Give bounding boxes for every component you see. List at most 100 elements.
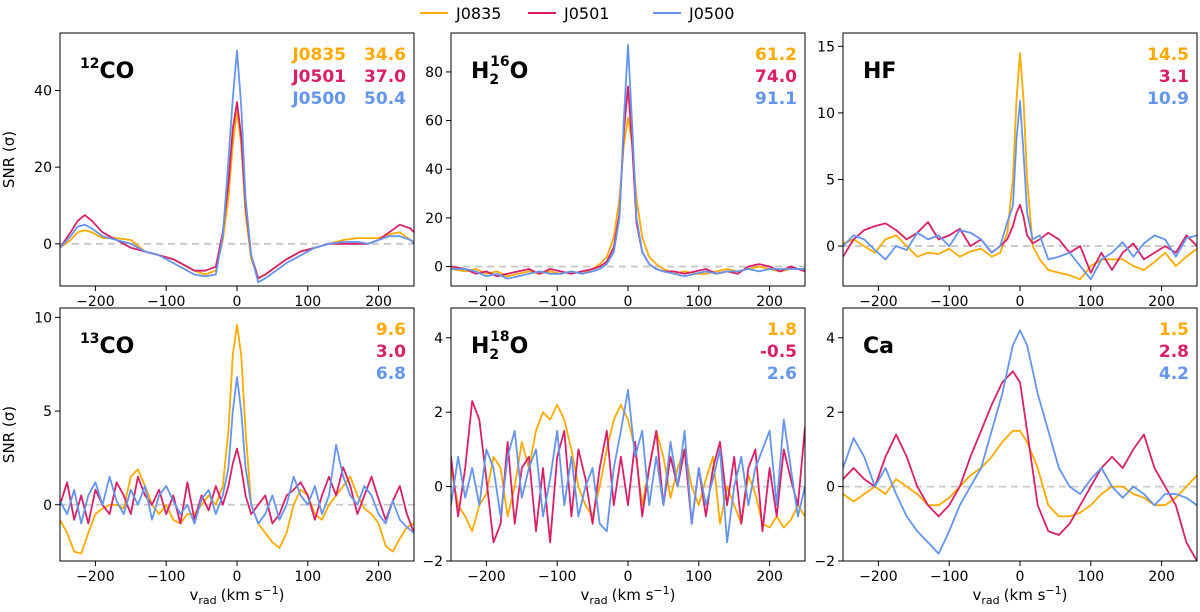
y-tick-label: −2 bbox=[814, 554, 835, 570]
y-tick-label: 0 bbox=[43, 498, 52, 514]
y-tick-label: 4 bbox=[826, 331, 835, 347]
series-group bbox=[843, 52, 1197, 281]
series-line-j0501 bbox=[843, 203, 1197, 274]
peak-name-j0500: J0500 bbox=[291, 89, 346, 109]
series-line-j0501 bbox=[60, 447, 414, 534]
peak-value-j0835: 61.2 bbox=[755, 45, 797, 65]
series-line-j0501 bbox=[843, 370, 1197, 561]
x-tick-label: 0 bbox=[624, 294, 633, 310]
x-tick-label: −100 bbox=[538, 569, 576, 585]
legend-label-j0835: J0835 bbox=[455, 4, 501, 23]
x-tick-label: 0 bbox=[233, 569, 242, 585]
peak-value-j0500: 91.1 bbox=[755, 89, 797, 109]
x-tick-label: 100 bbox=[1077, 294, 1104, 310]
y-tick-label: 80 bbox=[425, 65, 443, 81]
series-group bbox=[843, 329, 1197, 561]
y-tick-label: 10 bbox=[34, 310, 52, 326]
peak-value-j0500: 6.8 bbox=[376, 364, 406, 384]
species-label: 12CO bbox=[80, 56, 134, 84]
y-tick-label: 15 bbox=[817, 39, 835, 55]
species-label: HF bbox=[863, 59, 896, 84]
y-tick-label: 0 bbox=[434, 260, 443, 276]
x-axis-label: vrad (km s−1) bbox=[190, 584, 285, 607]
peak-name-j0501: J0501 bbox=[291, 67, 346, 87]
series-line-j0835 bbox=[451, 116, 805, 278]
series-line-j0501 bbox=[60, 101, 414, 280]
peak-value-j0835: 1.5 bbox=[1159, 320, 1189, 340]
x-tick-label: 100 bbox=[294, 294, 321, 310]
panel-h2o16: −200 −100 0 100 200 0 20 40 60 80 H216O 61.274.091.… bbox=[425, 32, 806, 310]
x-tick-label: −100 bbox=[538, 294, 576, 310]
x-tick-label: 0 bbox=[233, 294, 242, 310]
series-line-j0835 bbox=[451, 403, 805, 533]
series-group bbox=[451, 44, 805, 280]
y-tick-label: 20 bbox=[425, 211, 443, 227]
species-label: H216O bbox=[471, 54, 528, 88]
y-tick-label: 40 bbox=[34, 84, 52, 100]
legend-entry-j0835: J0835 bbox=[420, 4, 501, 23]
x-tick-label: 0 bbox=[624, 569, 633, 585]
x-tick-label: −200 bbox=[859, 294, 897, 310]
y-tick-label: 10 bbox=[817, 106, 835, 122]
species-label: 13CO bbox=[80, 331, 134, 359]
peak-value-j0501: -0.5 bbox=[760, 342, 797, 362]
series-line-j0500 bbox=[451, 388, 805, 544]
series-line-j0500 bbox=[60, 376, 414, 534]
peak-value-j0501: 3.1 bbox=[1159, 67, 1189, 87]
x-tick-label: 200 bbox=[1148, 569, 1175, 585]
x-tick-label: 100 bbox=[1077, 569, 1104, 585]
legend-entry-j0500: J0500 bbox=[653, 4, 734, 23]
x-tick-label: −200 bbox=[859, 569, 897, 585]
legend-label-j0501: J0501 bbox=[563, 4, 609, 23]
y-tick-label: 40 bbox=[425, 162, 443, 178]
x-tick-label: −200 bbox=[467, 569, 505, 585]
peak-value-j0500: 4.2 bbox=[1159, 364, 1189, 384]
y-tick-label: 0 bbox=[434, 480, 443, 496]
x-axis-label: vrad (km s−1) bbox=[581, 584, 676, 607]
peak-value-j0835: 9.6 bbox=[376, 320, 406, 340]
peak-value-j0500: 2.6 bbox=[767, 364, 797, 384]
x-tick-label: 200 bbox=[1148, 294, 1175, 310]
x-tick-label: −100 bbox=[147, 294, 185, 310]
y-tick-label: 20 bbox=[34, 160, 52, 176]
series-line-j0835 bbox=[60, 323, 414, 555]
x-tick-label: 100 bbox=[294, 569, 321, 585]
series-line-j0501 bbox=[451, 85, 805, 278]
x-tick-label: 200 bbox=[756, 569, 783, 585]
x-tick-label: 100 bbox=[685, 569, 712, 585]
x-tick-label: −200 bbox=[76, 294, 114, 310]
series-line-j0500 bbox=[60, 49, 414, 284]
x-tick-label: −100 bbox=[930, 569, 968, 585]
species-label: Ca bbox=[863, 334, 894, 359]
series-line-j0835 bbox=[843, 429, 1197, 518]
y-axis-label: SNR (σ) bbox=[0, 406, 18, 463]
series-group bbox=[60, 49, 414, 284]
series-line-j0835 bbox=[60, 110, 414, 280]
y-tick-label: 5 bbox=[43, 404, 52, 420]
peak-value-j0501: 3.0 bbox=[376, 342, 406, 362]
peak-value-j0835: 34.6 bbox=[364, 45, 406, 65]
panel-ca: −200 −100 0 100 200 −2 0 2 4 Ca 1.52.84.2 vrad (km s… bbox=[814, 307, 1198, 607]
series-line-j0500 bbox=[843, 100, 1197, 281]
y-tick-label: 0 bbox=[43, 237, 52, 253]
peak-name-j0835: J0835 bbox=[291, 45, 346, 65]
x-tick-label: 200 bbox=[756, 294, 783, 310]
y-axis-label: SNR (σ) bbox=[0, 131, 18, 188]
series-group bbox=[451, 388, 805, 544]
panel-hf: −200 −100 0 100 200 0 5 10 15 HF 14.53.110.9 bbox=[817, 32, 1198, 310]
series-line-j0835 bbox=[843, 52, 1197, 281]
y-tick-label: 4 bbox=[434, 331, 443, 347]
plot-frame bbox=[450, 32, 806, 287]
y-tick-label: 2 bbox=[826, 405, 835, 421]
peak-value-j0500: 50.4 bbox=[364, 89, 406, 109]
peak-value-j0501: 37.0 bbox=[364, 67, 406, 87]
x-tick-label: 200 bbox=[365, 294, 392, 310]
peak-value-j0501: 2.8 bbox=[1159, 342, 1189, 362]
panel-h2o18: −200 −100 0 100 200 −2 0 2 4 H218O 1.8-0.52.6 vrad(… bbox=[422, 307, 806, 607]
x-tick-label: −200 bbox=[76, 569, 114, 585]
x-tick-label: −100 bbox=[930, 294, 968, 310]
panel-co12: −200 −100 0 100 200 0 20 40 12CO 34.6 J0835 37.0 J05… bbox=[0, 32, 415, 310]
x-tick-label: 100 bbox=[685, 294, 712, 310]
plot-frame bbox=[450, 307, 806, 562]
